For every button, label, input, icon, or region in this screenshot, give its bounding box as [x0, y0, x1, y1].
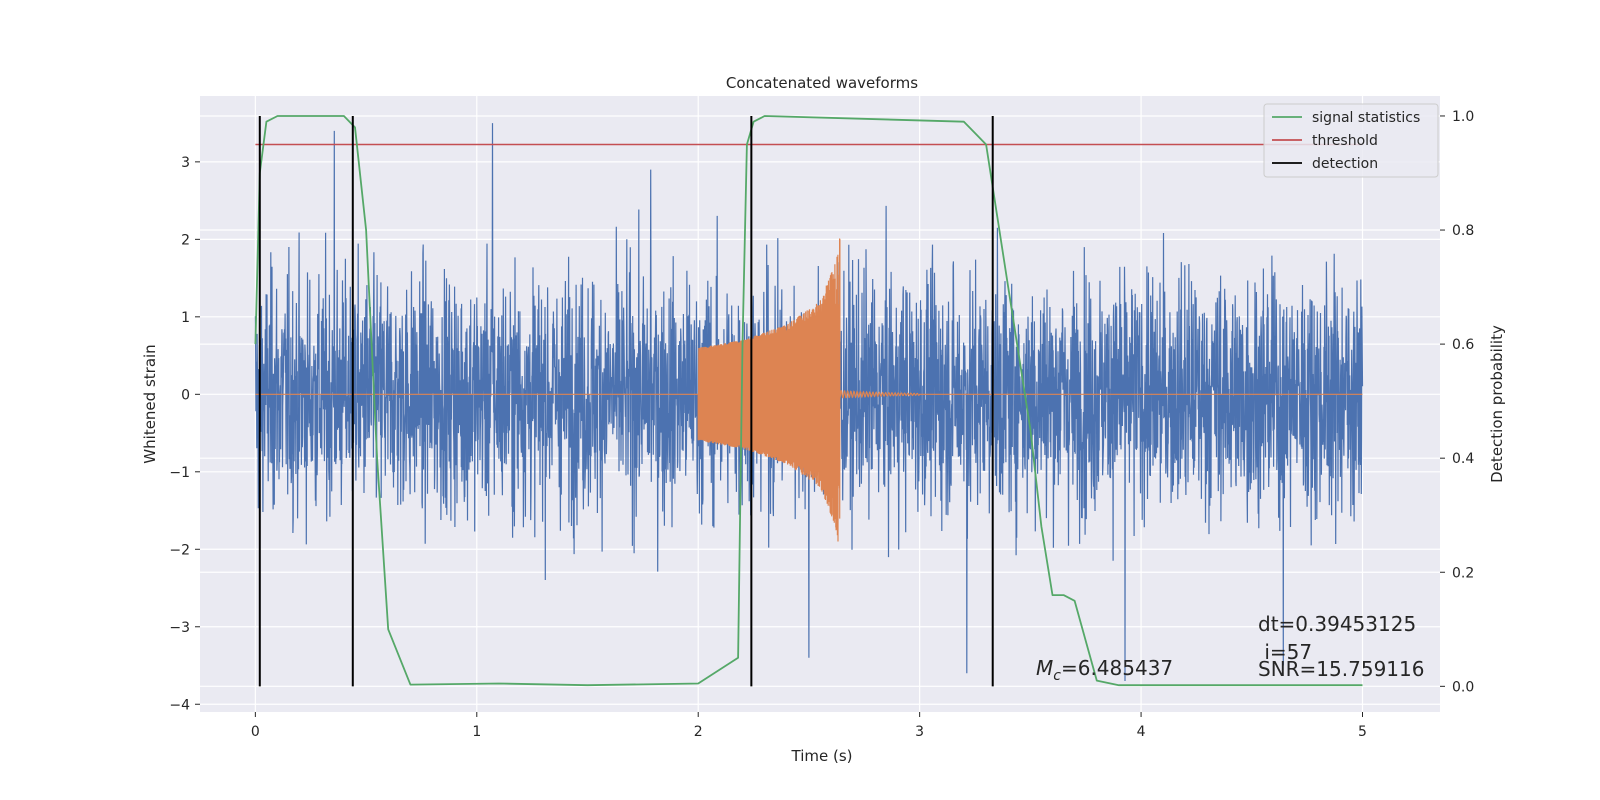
y-tick-label: 3: [181, 155, 190, 171]
legend-label-detection: detection: [1312, 156, 1378, 172]
legend-box: [1263, 103, 1439, 178]
y-tick-label: −1: [169, 465, 190, 481]
y2-tick-label: 0.8: [1452, 223, 1474, 239]
annotation-mc: Mc=6.485437: [1036, 656, 1173, 684]
y-tick-label: 0: [181, 387, 190, 403]
x-axis-label: Time (s): [791, 747, 853, 765]
legend-label-threshold: threshold: [1312, 133, 1378, 149]
x-tick-label: 4: [1137, 724, 1146, 740]
y-axis-ticks: −4 −3 −2 −1 0 1 2 3: [169, 155, 200, 713]
y-tick-label: 2: [181, 232, 190, 248]
annotation-i: i=57: [1258, 640, 1312, 664]
x-tick-label: 5: [1358, 724, 1367, 740]
x-tick-label: 1: [472, 724, 481, 740]
y2-axis-ticks: 0.0 0.2 0.4 0.6 0.8 1.0: [1440, 109, 1474, 695]
y2-axis-label: Detection probability: [1488, 325, 1506, 483]
y2-tick-label: 1.0: [1452, 109, 1474, 125]
y2-tick-label: 0.0: [1452, 679, 1474, 695]
legend-label-signal-statistics: signal statistics: [1312, 110, 1420, 126]
y-axis-label: Whitened strain: [141, 344, 159, 463]
chart-title: Concatenated waveforms: [726, 74, 918, 92]
y-tick-label: −2: [169, 542, 190, 558]
detection-lines: [258, 115, 994, 687]
x-axis-ticks: 0 1 2 3 4 5: [251, 712, 1367, 740]
annotation-dt: dt=0.39453125: [1258, 612, 1416, 636]
y-tick-label: 1: [181, 310, 190, 326]
x-tick-label: 2: [694, 724, 703, 740]
y-tick-label: −3: [169, 620, 190, 636]
y2-tick-label: 0.4: [1452, 451, 1474, 467]
x-tick-label: 3: [915, 724, 924, 740]
y2-tick-label: 0.2: [1452, 565, 1474, 581]
y-tick-label: −4: [169, 697, 190, 713]
annotation-snr: SNR=15.759116: [1258, 657, 1424, 681]
series-whitened-strain-line: [254, 123, 1364, 682]
y2-tick-label: 0.6: [1452, 337, 1474, 353]
x-tick-label: 0: [251, 724, 260, 740]
legend: signal statistics threshold detection: [1263, 103, 1439, 178]
series-injected-waveform-line: [255, 238, 1363, 542]
